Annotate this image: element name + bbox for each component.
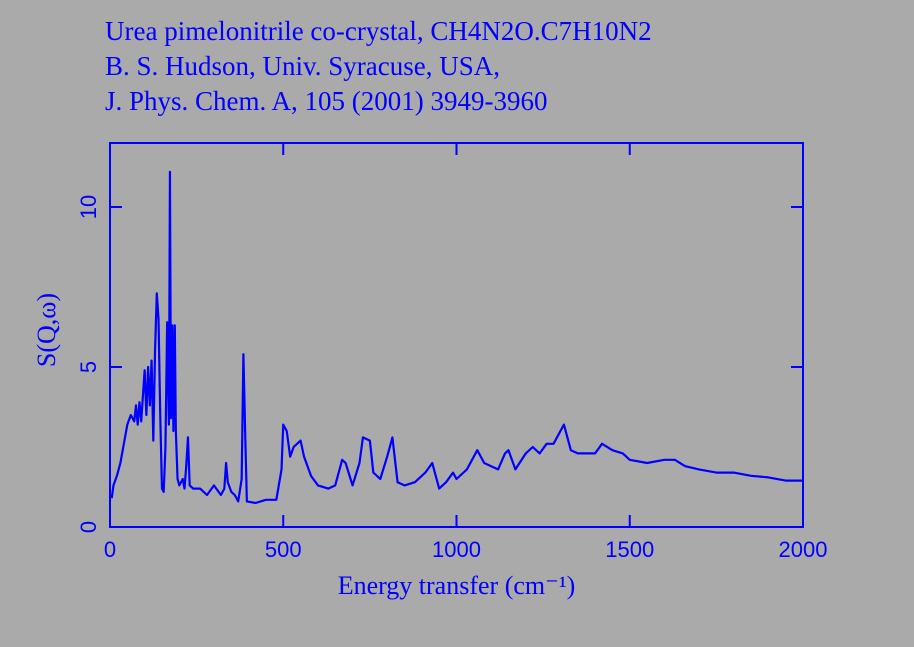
y-tick-label: 10 (76, 195, 101, 219)
chart-title: Urea pimelonitrile co-crystal, CH4N2O.C7… (105, 16, 652, 46)
y-tick-label: 0 (76, 521, 101, 533)
chart-title: J. Phys. Chem. A, 105 (2001) 3949-3960 (105, 86, 548, 116)
x-tick-label: 1500 (605, 537, 654, 562)
chart-title: B. S. Hudson, Univ. Syracuse, USA, (105, 51, 500, 81)
x-tick-label: 1000 (432, 537, 481, 562)
y-tick-label: 5 (76, 361, 101, 373)
x-tick-label: 2000 (779, 537, 828, 562)
x-tick-label: 500 (265, 537, 302, 562)
data-line (110, 170, 803, 505)
x-axis-label: Energy transfer (cm⁻¹) (338, 571, 576, 600)
x-tick-label: 0 (104, 537, 116, 562)
y-axis-label: S(Q,ω) (32, 293, 61, 367)
